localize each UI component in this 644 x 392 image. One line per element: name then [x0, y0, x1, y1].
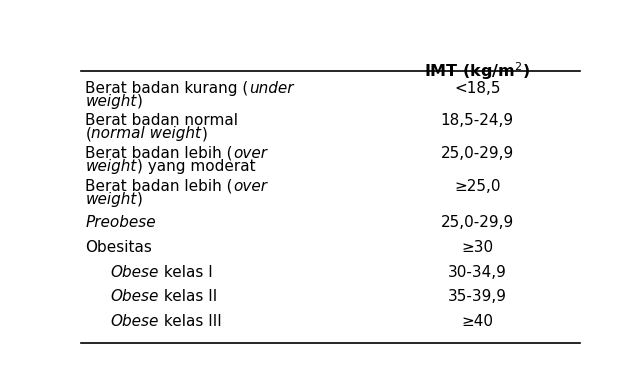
Text: weight: weight [86, 159, 137, 174]
Text: Berat badan lebih (: Berat badan lebih ( [86, 179, 233, 194]
Text: ): ) [137, 192, 143, 207]
Text: ≥25,0: ≥25,0 [454, 179, 500, 194]
Text: Berat badan lebih (: Berat badan lebih ( [86, 146, 233, 161]
Text: ≥40: ≥40 [461, 314, 493, 329]
Text: Berat badan normal: Berat badan normal [86, 113, 238, 128]
Text: 18,5-24,9: 18,5-24,9 [440, 113, 514, 128]
Text: 30-34,9: 30-34,9 [448, 265, 507, 279]
Text: kelas III: kelas III [159, 314, 222, 329]
Text: ) yang moderat: ) yang moderat [137, 159, 256, 174]
Text: 25,0-29,9: 25,0-29,9 [440, 215, 514, 230]
Text: <18,5: <18,5 [454, 81, 500, 96]
Text: ): ) [202, 126, 207, 142]
Text: Obese: Obese [111, 289, 159, 304]
Text: under: under [249, 81, 293, 96]
Text: Obese: Obese [111, 265, 159, 279]
Text: ): ) [137, 94, 143, 109]
Text: IMT (kg/m$^2$): IMT (kg/m$^2$) [424, 61, 530, 82]
Text: 25,0-29,9: 25,0-29,9 [440, 146, 514, 161]
Text: normal weight: normal weight [91, 126, 202, 142]
Text: ≥30: ≥30 [461, 240, 493, 255]
Text: (: ( [86, 126, 91, 142]
Text: 35-39,9: 35-39,9 [448, 289, 507, 304]
Text: Preobese: Preobese [86, 215, 156, 230]
Text: Berat badan kurang (: Berat badan kurang ( [86, 81, 249, 96]
Text: Obese: Obese [111, 314, 159, 329]
Text: weight: weight [86, 94, 137, 109]
Text: over: over [233, 146, 267, 161]
Text: kelas II: kelas II [159, 289, 217, 304]
Text: kelas I: kelas I [159, 265, 213, 279]
Text: weight: weight [86, 192, 137, 207]
Text: Obesitas: Obesitas [86, 240, 153, 255]
Text: over: over [233, 179, 267, 194]
